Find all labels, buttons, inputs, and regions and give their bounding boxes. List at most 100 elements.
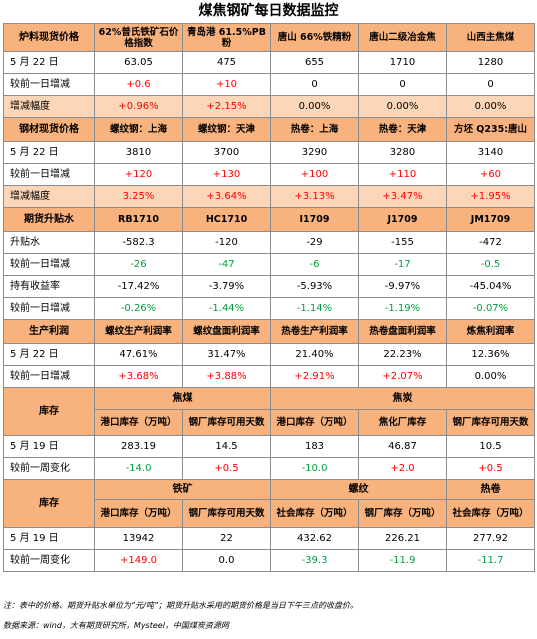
data-cell: +149.0 <box>94 549 183 572</box>
data-cell: +1.95% <box>446 185 535 208</box>
row-label: 较前一日增减 <box>3 297 95 320</box>
data-cell: +0.6 <box>94 73 183 96</box>
data-cell: -45.04% <box>446 275 535 298</box>
table-row: 增减幅度 +0.96% +2.15% 0.00% 0.00% 0.00% <box>3 95 535 118</box>
data-cell: +0.5 <box>446 457 535 480</box>
table-row: 生产利润 螺纹生产利润率 螺纹盘面利润率 热卷生产利润率 热卷盘面利润率 炼焦利润率 <box>3 319 535 344</box>
data-cell: 3140 <box>446 141 535 164</box>
data-cell: 3280 <box>358 141 447 164</box>
s1-column-header: 山西主焦煤 <box>446 23 535 52</box>
row-label: 5 月 19 日 <box>3 435 95 458</box>
row-label: 增减幅度 <box>3 185 95 208</box>
data-cell: -39.3 <box>270 549 359 572</box>
data-cell: 3290 <box>270 141 359 164</box>
s6-column-header: 钢厂库存可用天数 <box>182 499 271 528</box>
data-cell: 63.05 <box>94 51 183 74</box>
s4-column-header: 炼焦利润率 <box>446 319 535 344</box>
table-row: 升贴水 -582.3 -120 -29 -155 -472 <box>3 231 535 254</box>
data-cell: +3.88% <box>182 365 271 388</box>
data-cell: +0.96% <box>94 95 183 118</box>
data-cell: -10.0 <box>270 457 359 480</box>
s4-column-header: 螺纹生产利润率 <box>94 319 183 344</box>
data-cell: -5.93% <box>270 275 359 298</box>
data-cell: 12.36% <box>446 343 535 366</box>
data-cell: +2.15% <box>182 95 271 118</box>
s1-column-header: 唐山 66%铁精粉 <box>270 23 359 52</box>
table-row: 较前一周变化 +149.0 0.0 -39.3 -11.9 -11.7 <box>3 549 535 572</box>
data-cell: 0.00% <box>446 95 535 118</box>
data-cell: 475 <box>182 51 271 74</box>
data-cell: +3.13% <box>270 185 359 208</box>
data-cell: -29 <box>270 231 359 254</box>
s6-column-header: 港口库存（万吨） <box>94 499 183 528</box>
table-row: 较前一周变化 -14.0 +0.5 -10.0 +2.0 +0.5 <box>3 457 535 480</box>
data-cell: -0.07% <box>446 297 535 320</box>
s3-column-header: I1709 <box>270 207 359 232</box>
table-row: 5 月 22 日 3810 3700 3290 3280 3140 <box>3 141 535 164</box>
data-cell: -3.79% <box>182 275 271 298</box>
data-cell: 655 <box>270 51 359 74</box>
s1-column-header: 唐山二级冶金焦 <box>358 23 447 52</box>
data-cell: 31.47% <box>182 343 271 366</box>
s6-group-header: 螺纹 <box>270 479 447 500</box>
data-cell: -1.14% <box>270 297 359 320</box>
data-cell: -1.19% <box>358 297 447 320</box>
data-cell: +2.91% <box>270 365 359 388</box>
s5-column-header: 港口库存（万吨） <box>94 409 183 436</box>
s4-section-label: 生产利润 <box>3 319 95 344</box>
s6-section-label: 库存 <box>3 479 95 528</box>
row-label: 较前一周变化 <box>3 457 95 480</box>
data-cell: 21.40% <box>270 343 359 366</box>
row-label: 较前一日增减 <box>3 73 95 96</box>
data-cell: 0.0 <box>182 549 271 572</box>
data-cell: -120 <box>182 231 271 254</box>
data-cell: +0.5 <box>182 457 271 480</box>
row-label: 升贴水 <box>3 231 95 254</box>
data-cell: +120 <box>94 163 183 186</box>
s3-column-header: JM1709 <box>446 207 535 232</box>
data-cell: 3.25% <box>94 185 183 208</box>
data-cell: -472 <box>446 231 535 254</box>
s6-column-header: 社会库存（万吨） <box>270 499 359 528</box>
data-cell: 283.19 <box>94 435 183 458</box>
s2-column-header: 热卷：上海 <box>270 117 359 142</box>
data-cell: +60 <box>446 163 535 186</box>
data-cell: -11.9 <box>358 549 447 572</box>
data-cell: 46.87 <box>358 435 447 458</box>
data-cell: +2.0 <box>358 457 447 480</box>
data-cell: -582.3 <box>94 231 183 254</box>
s6-group-header: 热卷 <box>446 479 535 500</box>
s1-column-header: 62%普氏铁矿石价格指数 <box>94 23 183 52</box>
s5-group-header: 焦炭 <box>270 387 535 410</box>
row-label: 较前一周变化 <box>3 549 95 572</box>
data-cell: -0.26% <box>94 297 183 320</box>
s3-column-header: HC1710 <box>182 207 271 232</box>
data-cell: 0 <box>358 73 447 96</box>
data-cell: 183 <box>270 435 359 458</box>
source-note: 数据来源：wind，大有期货研究所，Mysteel，中国煤炭资源网 <box>3 621 229 630</box>
s5-column-header: 焦化厂库存 <box>358 409 447 436</box>
table-row: 较前一日增减 -26 -47 -6 -17 -0.5 <box>3 253 535 276</box>
s2-column-header: 螺纹钢：天津 <box>182 117 271 142</box>
table-row: 持有收益率 -17.42% -3.79% -5.93% -9.97% -45.04% <box>3 275 535 298</box>
s6-group-header: 铁矿 <box>94 479 271 500</box>
s1-column-header: 青岛港 61.5%PB粉 <box>182 23 271 52</box>
s3-column-header: J1709 <box>358 207 447 232</box>
s6-column-header: 社会库存（万吨） <box>446 499 535 528</box>
s5-section-label: 库存 <box>3 387 95 436</box>
data-cell: -11.7 <box>446 549 535 572</box>
table-row: 5 月 22 日 63.05 475 655 1710 1280 <box>3 51 535 74</box>
unit-note: 注：表中的价格、期货升贴水单位为“元/吨”；期货升贴水采用的期货价格是当日下午三… <box>3 601 358 610</box>
monitor-table: 炉料现货价格 62%普氏铁矿石价格指数 青岛港 61.5%PB粉 唐山 66%铁精粉唐… <box>3 23 535 572</box>
table-row: 5 月 19 日 283.19 14.5 183 46.87 10.5 <box>3 435 535 458</box>
data-cell: -17.42% <box>94 275 183 298</box>
data-cell: 0 <box>270 73 359 96</box>
data-cell: 0.00% <box>446 365 535 388</box>
s4-column-header: 热卷生产利润率 <box>270 319 359 344</box>
table-row: 港口库存（万吨） 钢厂库存可用天数 港口库存（万吨） 焦化厂库存 钢厂库存可用天数 <box>4 409 535 436</box>
s5-column-header: 钢厂库存可用天数 <box>446 409 535 436</box>
data-cell: 13942 <box>94 527 183 550</box>
footnotes: 注：表中的价格、期货升贴水单位为“元/吨”；期货升贴水采用的期货价格是当日下午三… <box>3 600 534 632</box>
report-title: 煤焦钢矿每日数据监控 <box>198 3 339 19</box>
